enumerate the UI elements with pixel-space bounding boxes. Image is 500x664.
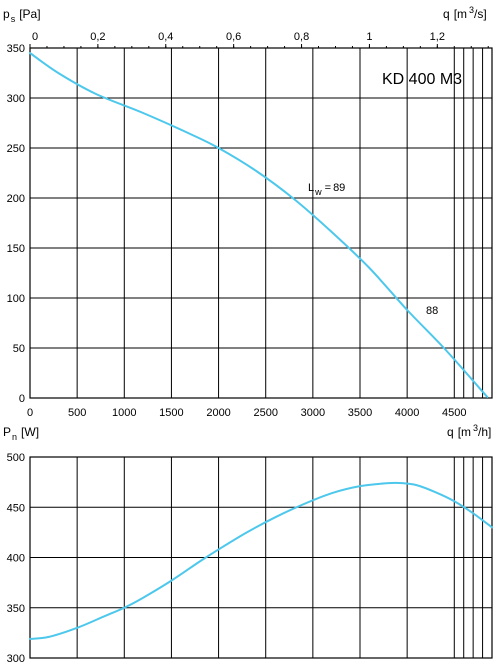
x2-axis-label: q [m 3/s] [443,5,487,21]
y-tick-label: 0 [19,393,25,405]
y-tick-label: 250 [7,143,25,155]
x2-tick-label: 0 [32,31,38,43]
power-chart: 300 350 400 450 500 Pn [W] [3,425,493,664]
x-tick-label: 1500 [159,407,183,419]
x2-tick-label: 0,4 [158,31,173,43]
x-tick-label: 500 [68,407,86,419]
pressure-chart-grid [29,44,493,399]
pressure-chart-series [29,52,489,398]
annotation-sound-level-89: Lw = 89 [308,182,345,197]
x-tick-label: 0 [27,407,33,419]
y-tick-label: 150 [7,243,25,255]
x-tick-label: 3500 [348,407,372,419]
y-tick-label: 350 [7,43,25,55]
y-tick-label: 350 [7,603,25,615]
pressure-chart: 0 500 1000 1500 2000 2500 3000 3500 4000 45000501… [3,5,493,419]
y-tick-label: 300 [7,93,25,105]
power-chart-grid [29,456,493,659]
chart-title: KD 400 M3 [382,71,462,88]
plot-frame [29,47,493,399]
power-chart-tick-labels: 300 350 400 450 500 [7,452,25,664]
x-tick-label: 1000 [112,407,136,419]
y-tick-label: 200 [7,193,25,205]
x2-tick-label: 0,6 [226,31,241,43]
pressure-chart-tick-labels: 0 500 1000 1500 2000 2500 3000 3500 4000 45000501… [7,31,467,419]
power-y-axis-label: Pn [W] [3,425,39,442]
x2-tick-label: 1 [366,31,372,43]
x-axis-label: q [m 3/h] [447,423,491,439]
x2-tick-label: 0,8 [294,31,309,43]
y-tick-label: 500 [7,452,25,464]
x-tick-label: 2500 [253,407,277,419]
y-tick-label: 50 [13,343,25,355]
y-tick-label: 300 [7,653,25,664]
annotation-sound-level-88: 88 [426,305,438,317]
x2-tick-label: 1,2 [430,31,445,43]
series-line [29,481,493,640]
x-tick-label: 3000 [301,407,325,419]
plot-frame [29,456,493,659]
x2-tick-label: 0,2 [90,31,105,43]
x-tick-label: 2000 [206,407,230,419]
y-tick-label: 400 [7,553,25,565]
y-tick-label: 450 [7,502,25,514]
power-chart-series [29,481,493,640]
series-line [29,52,489,398]
y-axis-label: ps [Pa] [3,7,41,24]
x-tick-label: 4500 [442,407,466,419]
x-tick-label: 4000 [395,407,419,419]
y-tick-label: 100 [7,293,25,305]
